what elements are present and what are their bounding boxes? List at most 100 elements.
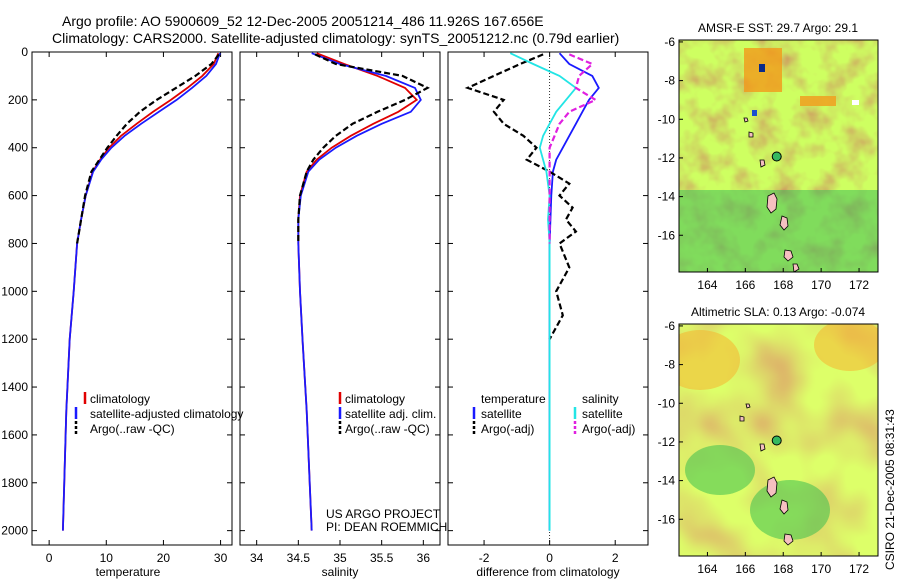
y-tick-label: -16 [658, 228, 676, 242]
y-tick-label: -8 [664, 74, 675, 88]
sla-map-panel: Altimetric SLA: 0.13 Argo: -0.074 164 166… [658, 305, 879, 576]
x-tick-label: 36 [417, 551, 431, 565]
y-tick-label: 800 [8, 236, 28, 250]
sst-map-frame [678, 39, 879, 273]
series-line-salinity-argo-adj- [548, 53, 598, 244]
difference-panel: -2 0 2 difference from climatology [447, 51, 649, 579]
x-tick-label: 34 [250, 551, 264, 565]
series-line-salinity-satellite [509, 52, 578, 531]
sla-low-region [750, 480, 830, 540]
legend-label: climatology [345, 392, 405, 406]
y-tick-label: 1000 [1, 284, 28, 298]
y-tick-label: -14 [658, 190, 676, 204]
legend-label: Argo(-adj) [582, 422, 635, 436]
sla-map-title: Altimetric SLA: 0.13 Argo: -0.074 [691, 305, 865, 319]
x-tick-label: 34.5 [287, 551, 311, 565]
x-tick-label: 168 [773, 562, 793, 576]
legend-label: satellite [481, 407, 522, 421]
y-tick-label: -8 [664, 358, 675, 372]
x-tick-label: 10 [100, 551, 114, 565]
y-tick-label: 200 [8, 93, 28, 107]
legend-label: Argo(-adj) [481, 422, 534, 436]
island-espiritu-santo [766, 192, 778, 214]
island-malekula [779, 215, 789, 231]
argo-float-marker [771, 435, 782, 446]
island-efate [783, 533, 794, 546]
y-tick-label: -12 [658, 151, 676, 165]
sla-map-axes: 164 166 168 170 172 -6 -8 -10 -12 -14 -16 [658, 319, 870, 576]
legend-label: climatology [90, 392, 150, 406]
x-tick-label: 2 [612, 551, 619, 565]
y-tick-label: -10 [658, 112, 676, 126]
sst-cool-band [679, 190, 878, 272]
sla-high-region [679, 330, 740, 390]
island-banks [743, 117, 766, 168]
y-tick-label: 1800 [1, 476, 28, 490]
x-tick-label: 164 [697, 278, 717, 292]
sst-cold-pixel [759, 64, 765, 72]
x-tick-label: 172 [849, 562, 869, 576]
y-tick-label: 2000 [1, 524, 28, 538]
project-pi: PI: DEAN ROEMMICH [326, 520, 447, 534]
timestamp: CSIRO 21-Dec-2005 08:31:43 [883, 409, 897, 570]
x-tick-label: 170 [811, 562, 831, 576]
project-name: US ARGO PROJECT [326, 507, 441, 521]
legend-label: Argo(..raw -QC) [90, 422, 175, 436]
island-banks [739, 403, 766, 452]
argo-float-marker [771, 151, 782, 162]
temperature-panel: 0 10 20 30 0 200 400 600 800 1000 1200 1400 1600 1800… [1, 45, 233, 579]
x-tick-label: 172 [849, 278, 869, 292]
difference-axes-box [447, 51, 649, 546]
legend-title-temperature: temperature [481, 392, 546, 406]
y-tick-label: 600 [8, 189, 28, 203]
y-tick-label: 0 [21, 45, 28, 59]
y-tick-label: 1600 [1, 428, 28, 442]
x-tick-label: 35.5 [370, 551, 394, 565]
difference-plot: -2 0 2 [448, 51, 648, 565]
x-tick-label: 35 [333, 551, 347, 565]
sla-map-frame [678, 323, 879, 557]
sst-missing-pixel [852, 100, 859, 105]
series-line-argo-raw-qc- [297, 53, 430, 244]
y-tick-label: 1200 [1, 332, 28, 346]
x-tick-label: -2 [479, 551, 490, 565]
temperature-legend: climatology satellite-adjusted climatolo… [74, 392, 243, 436]
sst-cold-pixel [752, 110, 757, 116]
series-line-satellite-adj-clim- [297, 52, 422, 531]
legend-title-salinity: salinity [582, 392, 619, 406]
x-tick-label: 0 [46, 551, 53, 565]
salinity-axes-box [239, 51, 441, 546]
series-line-temperature-argo-adj- [464, 53, 578, 340]
sst-warm-patch [800, 96, 836, 106]
x-tick-label: 30 [214, 551, 228, 565]
y-tick-label: -16 [658, 512, 676, 526]
temperature-xlabel: temperature [96, 565, 161, 579]
y-tick-label: 1400 [1, 380, 28, 394]
salinity-xlabel: salinity [322, 565, 359, 579]
series-line-satellite-adjusted-climatology [62, 52, 221, 531]
island-malekula [779, 499, 789, 515]
salinity-legend: climatology satellite adj. clim. Argo(..… [338, 392, 436, 436]
sst-map-axes: 164 166 168 170 172 -6 -8 -10 -12 -14 -16 [658, 35, 870, 292]
x-tick-label: 20 [157, 551, 171, 565]
y-tick-label: -6 [664, 319, 675, 333]
temperature-plot: 0 10 20 30 0 200 400 600 800 1000 1200 1400 1600 1800… [1, 45, 232, 565]
x-tick-label: 168 [773, 278, 793, 292]
sla-high-region [814, 324, 878, 371]
legend-label: Argo(..raw -QC) [345, 422, 430, 436]
temperature-axes-box [31, 51, 233, 546]
x-tick-label: 170 [811, 278, 831, 292]
sst-map-panel: AMSR-E SST: 29.7 Argo: 29.1 164 166 168 170… [658, 21, 879, 292]
header-line-1: Argo profile: AO 5900609_52 12-Dec-2005 … [62, 13, 544, 29]
y-tick-label: -10 [658, 396, 676, 410]
island-southern [792, 263, 800, 272]
x-tick-label: 166 [735, 562, 755, 576]
x-tick-label: 166 [735, 278, 755, 292]
legend-label: satellite adj. clim. [345, 407, 436, 421]
legend-label: satellite-adjusted climatology [90, 407, 243, 421]
sst-map-title: AMSR-E SST: 29.7 Argo: 29.1 [698, 21, 858, 35]
salinity-plot: 34 34.5 35 35.5 36 [240, 51, 440, 565]
y-tick-label: -14 [658, 474, 676, 488]
header-line-2: Climatology: CARS2000. Satellite-adjuste… [52, 30, 619, 46]
